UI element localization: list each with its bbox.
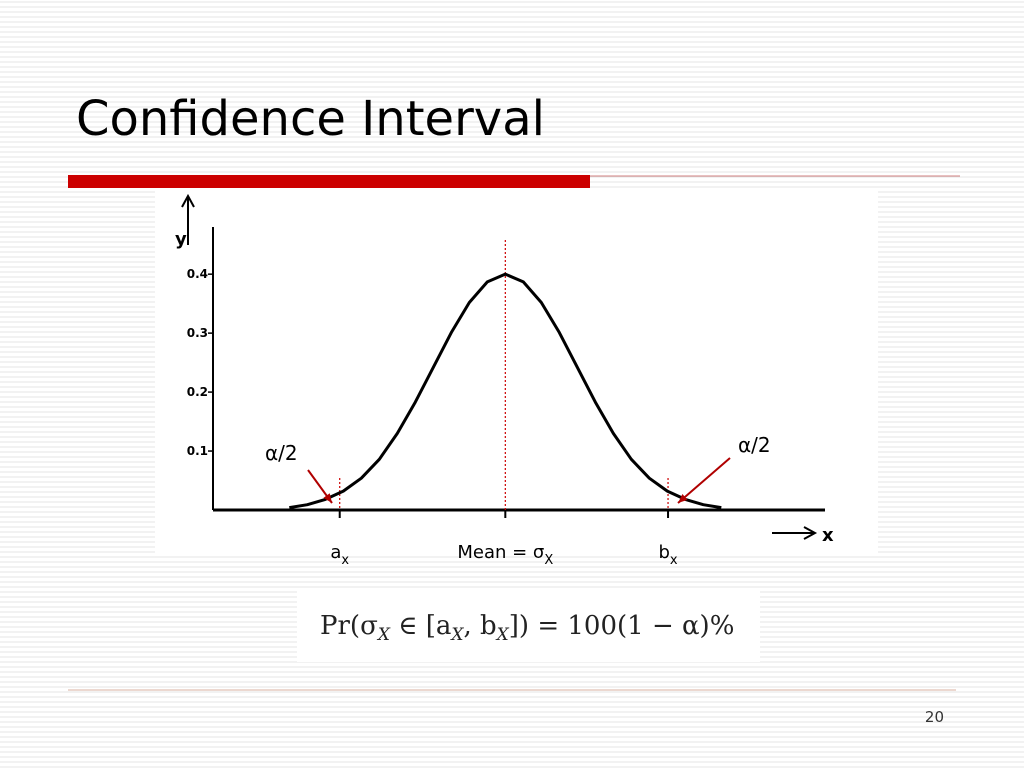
y-tick-label: 0.1 [187, 444, 208, 458]
y-arrow [181, 193, 195, 245]
formula-box [297, 590, 760, 662]
y-axis-label: y [175, 229, 187, 250]
x-tick-text: Mean = σ [457, 542, 544, 563]
y-tick-label: 0.3 [187, 326, 208, 340]
annotation: α/2 [738, 433, 771, 457]
x-tick-subscript: x [341, 553, 349, 568]
y-tick-label: 0.2 [187, 385, 208, 399]
chart-box [155, 190, 878, 555]
x-axis-label: x [822, 525, 834, 546]
x-tick-subscript: x [670, 553, 678, 568]
x-tick-label: bx [658, 542, 677, 568]
annotation-arrowhead [323, 493, 332, 503]
chart: yx0.10.20.30.4ax Mean = σX bxα/2 α/2 [175, 193, 834, 568]
annotation-arrowhead [678, 494, 688, 503]
x-tick-text: b [658, 542, 669, 563]
formula-subscript: X [376, 625, 391, 645]
formula-part: , b [463, 611, 496, 641]
slide-title: Confidence Interval [76, 91, 545, 147]
curve [289, 272, 722, 510]
page-number: 20 [925, 708, 944, 726]
x-tick-label: Mean = σX [457, 542, 553, 568]
annotation-arrow [677, 457, 731, 504]
formula: Pr(σX ∈ [aX, bX]) = 100(1 − α)% [320, 611, 734, 645]
formula-subscript: X [449, 625, 464, 645]
formula-part: ]) = 100(1 − α)% [509, 611, 735, 641]
formula-subscript: X [495, 625, 510, 645]
x-tick-text: a [330, 542, 341, 563]
x-tick-label: ax [330, 542, 349, 568]
x-arrow [772, 526, 818, 540]
formula-part: ∈ [a [390, 611, 451, 641]
y-tick-label: 0.4 [187, 267, 208, 281]
annotation: α/2 [265, 441, 298, 465]
title-bar [68, 175, 590, 188]
formula-part: Pr(σ [320, 611, 378, 641]
x-tick-subscript: X [544, 553, 553, 568]
